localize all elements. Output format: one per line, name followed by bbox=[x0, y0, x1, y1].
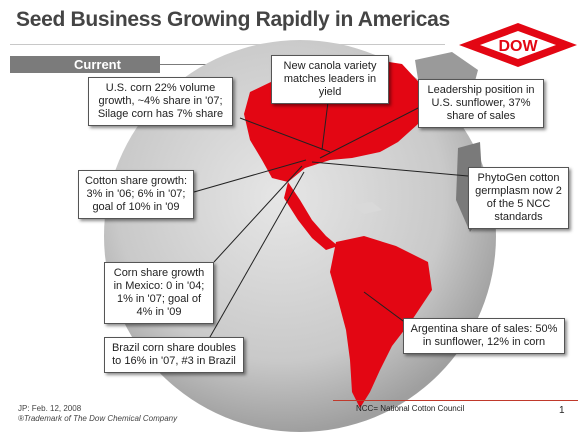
callout-sunflower: Leadership position in U.S. sunflower, 3… bbox=[418, 79, 544, 128]
callout-argentina: Argentina share of sales: 50% in sunflow… bbox=[403, 318, 565, 354]
dow-logo-text: DOW bbox=[498, 38, 538, 55]
callout-leader-lines bbox=[193, 85, 469, 345]
footer-left: JP: Feb. 12, 2008 ®Trademark of The Dow … bbox=[18, 404, 177, 424]
footer-trademark: ®Trademark of The Dow Chemical Company bbox=[18, 414, 178, 423]
callout-canola: New canola variety matches leaders in yi… bbox=[271, 55, 389, 104]
slide-title: Seed Business Growing Rapidly in America… bbox=[16, 8, 450, 31]
dow-logo: DOW bbox=[459, 23, 577, 67]
footer-date: JP: Feb. 12, 2008 bbox=[18, 404, 82, 413]
central-america-landmass bbox=[284, 182, 338, 250]
footer-divider bbox=[333, 400, 578, 401]
callout-brazil-corn: Brazil corn share doubles to 16% in '07,… bbox=[104, 337, 244, 373]
callout-us-corn: U.S. corn 22% volume growth, ~4% share i… bbox=[88, 77, 233, 126]
south-america-landmass bbox=[330, 236, 432, 408]
callout-cotton-share: Cotton share growth: 3% in '06; 6% in '0… bbox=[78, 170, 194, 219]
current-tab: Current bbox=[10, 56, 160, 73]
caribbean-islands bbox=[350, 202, 382, 214]
callout-phytogen: PhytoGen cotton germplasm now 2 of the 5… bbox=[468, 167, 569, 229]
title-divider bbox=[10, 44, 445, 45]
callout-mexico-corn: Corn share growth in Mexico: 0 in '04; 1… bbox=[104, 262, 214, 324]
footer-ncc-note: NCC= National Cotton Council bbox=[356, 404, 465, 413]
page-number: 1 bbox=[559, 405, 565, 416]
